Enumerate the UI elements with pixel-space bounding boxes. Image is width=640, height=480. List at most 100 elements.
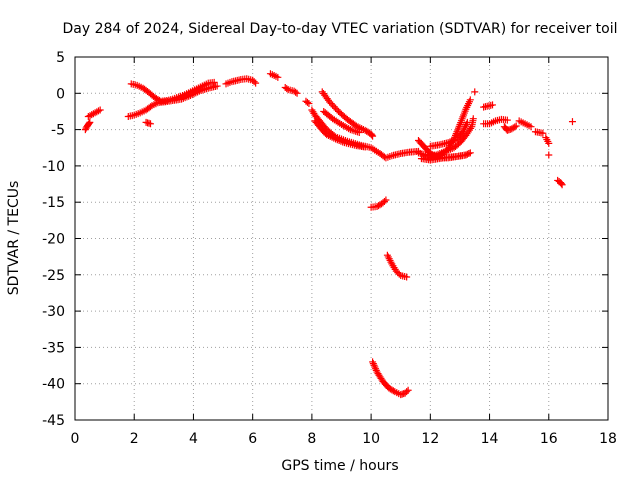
data-point — [403, 273, 411, 281]
data-point — [210, 78, 218, 86]
x-tick-label: 0 — [71, 431, 80, 447]
data-point — [511, 123, 519, 131]
data-point — [274, 73, 282, 81]
data-point — [370, 361, 378, 369]
grid-lines — [75, 57, 608, 420]
y-tick-label: -10 — [42, 159, 65, 175]
data-track-s15 — [383, 251, 411, 281]
data-point — [368, 131, 376, 139]
x-tick-label: 8 — [307, 431, 316, 447]
data-point — [283, 85, 291, 93]
y-tick-label: -40 — [42, 377, 65, 393]
data-point — [213, 82, 221, 90]
y-tick-label: -15 — [42, 195, 65, 211]
data-point — [86, 118, 94, 126]
data-point — [463, 118, 471, 126]
data-point — [326, 98, 334, 106]
data-point — [463, 150, 471, 158]
data-point — [557, 180, 565, 188]
data-track-s22 — [471, 88, 479, 96]
data-track-s31 — [568, 118, 576, 126]
data-track-s28 — [542, 134, 553, 147]
data-track-s5 — [142, 118, 155, 128]
data-track-s1 — [81, 118, 94, 134]
data-track-s12 — [318, 88, 377, 140]
data-point — [404, 386, 412, 394]
y-tick-label: -35 — [42, 340, 65, 356]
x-tick-label: 6 — [248, 431, 257, 447]
x-axis-label: GPS time / hours — [281, 458, 398, 474]
data-point — [465, 150, 473, 158]
data-point — [305, 99, 313, 107]
data-point — [371, 363, 379, 371]
data-track-s23 — [480, 101, 497, 111]
data-point — [293, 89, 301, 97]
data-point — [471, 88, 479, 96]
data-track-s25 — [500, 122, 520, 134]
data-track-s4 — [127, 78, 218, 105]
data-track-s27 — [531, 128, 547, 137]
data-track-s26 — [515, 117, 535, 131]
data-point — [512, 122, 520, 130]
data-point — [303, 98, 311, 106]
data-track-s7 — [266, 70, 282, 81]
data-point — [361, 143, 369, 151]
data-point — [545, 139, 553, 147]
data-track-s20 — [426, 118, 471, 150]
data-track-s8 — [281, 83, 301, 97]
y-tick-label: -5 — [51, 123, 65, 139]
data-point — [250, 78, 258, 86]
data-point — [527, 123, 535, 131]
x-tick-label: 18 — [599, 431, 617, 447]
y-axis-label: SDTVAR / TECUs — [6, 181, 22, 296]
data-point — [327, 100, 335, 108]
y-tick-label: -45 — [42, 413, 65, 429]
x-tick-label: 4 — [189, 431, 198, 447]
data-point — [292, 88, 300, 96]
data-point — [85, 119, 93, 127]
x-tick-label: 12 — [421, 431, 439, 447]
data-point — [489, 101, 497, 109]
data-point — [329, 101, 337, 109]
x-tick-label: 14 — [481, 431, 499, 447]
data-point — [369, 360, 377, 368]
chart-title: Day 284 of 2024, Sidereal Day-to-day VTE… — [62, 21, 617, 37]
data-point — [369, 132, 377, 140]
data-track-s9 — [302, 97, 313, 107]
data-track-s21 — [417, 151, 470, 164]
data-point — [568, 118, 576, 126]
data-point — [147, 120, 155, 128]
data-track-s6 — [222, 75, 260, 88]
data-track-s30 — [554, 176, 566, 189]
x-tick-label: 16 — [540, 431, 558, 447]
y-tick-label: 0 — [56, 86, 65, 102]
data-point — [96, 106, 104, 114]
data-point — [355, 129, 363, 137]
data-point — [545, 151, 553, 159]
data-point — [469, 115, 477, 123]
data-track-s11 — [311, 117, 369, 151]
data-point — [330, 103, 338, 111]
data-track-s29 — [545, 151, 553, 159]
x-tick-label: 10 — [362, 431, 380, 447]
data-track-s24 — [480, 115, 511, 128]
data-track-s2 — [84, 106, 104, 121]
y-tick-label: -30 — [42, 304, 65, 320]
data-track-s14 — [367, 196, 390, 211]
data-point — [380, 197, 388, 205]
data-point — [369, 358, 377, 366]
data-point — [503, 116, 511, 124]
data-track-s13 — [320, 107, 363, 137]
data-point — [539, 129, 547, 137]
data-point — [94, 107, 102, 115]
data-point — [462, 151, 470, 159]
axis-ticks: 0 2 4 6 8 10 12 14 16 18 5 0 -5 -10 -15 -20 -25 -30 -35 -40… — [42, 50, 617, 447]
data-point — [466, 96, 474, 104]
data-points — [81, 70, 576, 399]
y-tick-label: -25 — [42, 268, 65, 284]
data-track-s16 — [369, 358, 412, 399]
data-point — [382, 196, 390, 204]
